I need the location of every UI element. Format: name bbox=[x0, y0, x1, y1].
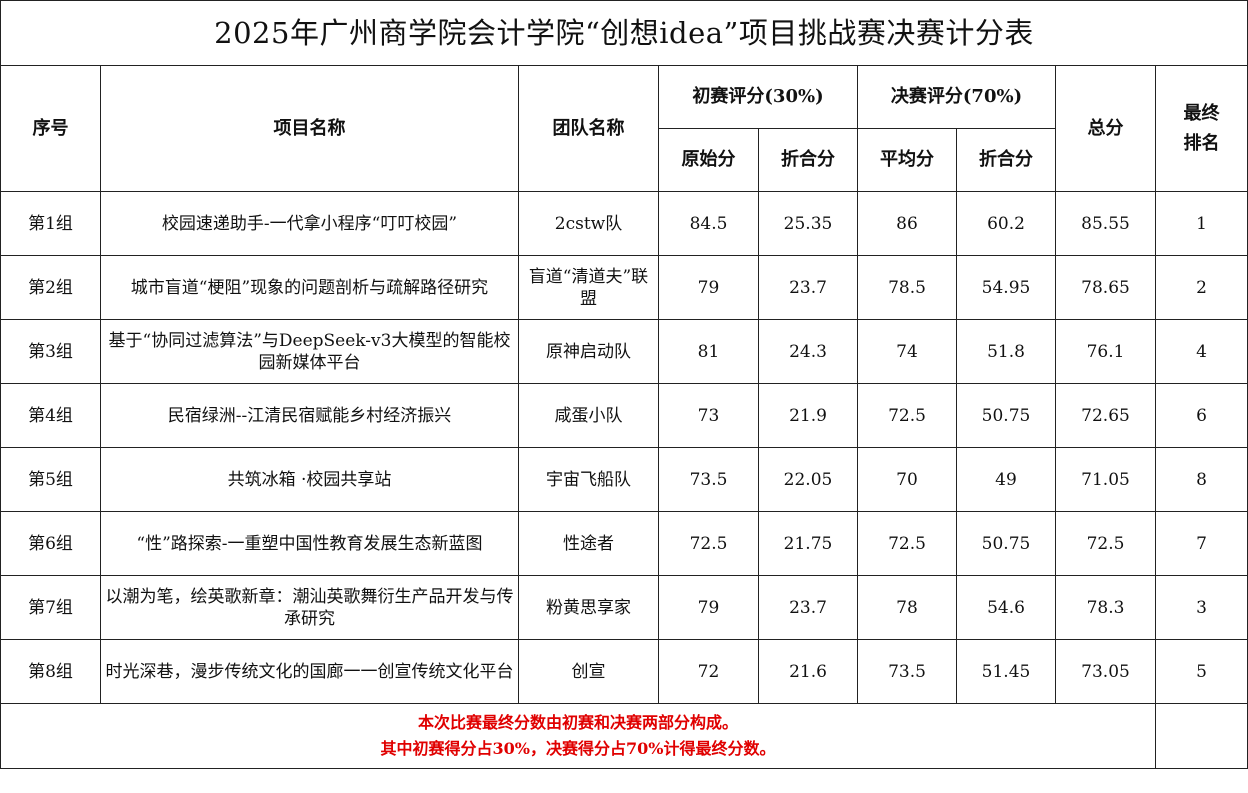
cell-prelim-raw: 84.5 bbox=[658, 191, 759, 256]
cell-final-weighted: 51.45 bbox=[956, 639, 1056, 704]
cell-final-avg: 72.5 bbox=[857, 511, 957, 576]
cell-final-avg: 78 bbox=[857, 575, 957, 640]
cell-prelim-raw: 79 bbox=[658, 575, 759, 640]
cell-prelim-raw: 73.5 bbox=[658, 447, 759, 512]
cell-rank: 5 bbox=[1154, 639, 1248, 704]
table-row: 第1组 校园速递助手-一代拿小程序“叮叮校园” 2cstw队 84.5 25.35 86 6… bbox=[0, 191, 1248, 256]
cell-total: 71.05 bbox=[1055, 447, 1156, 512]
cell-prelim-raw: 73 bbox=[658, 383, 759, 448]
header-final: 决赛评分(70%) bbox=[857, 65, 1056, 129]
table-row: 第2组 城市盲道“梗阻”现象的问题剖析与疏解路径研究 盲道“清道夫”联盟 79 23.7… bbox=[0, 255, 1248, 320]
cell-project: 民宿绿洲--江清民宿赋能乡村经济振兴 bbox=[100, 383, 519, 448]
scoring-note: 本次比赛最终分数由初赛和决赛两部分构成。 其中初赛得分占30%，决赛得分占70%… bbox=[0, 703, 1156, 769]
cell-project: 共筑冰箱 ·校园共享站 bbox=[100, 447, 519, 512]
cell-team: 粉黄思享家 bbox=[518, 575, 659, 640]
cell-group: 第4组 bbox=[0, 383, 101, 448]
cell-team: 创宣 bbox=[518, 639, 659, 704]
cell-prelim-raw: 72.5 bbox=[658, 511, 759, 576]
cell-total: 78.3 bbox=[1055, 575, 1156, 640]
table-row: 第5组 共筑冰箱 ·校园共享站 宇宙飞船队 73.5 22.05 70 49 71.05 8 bbox=[0, 447, 1248, 512]
cell-project: 城市盲道“梗阻”现象的问题剖析与疏解路径研究 bbox=[100, 255, 519, 320]
header-index: 序号 bbox=[0, 65, 101, 192]
cell-prelim-weighted: 25.35 bbox=[758, 191, 858, 256]
cell-prelim-weighted: 23.7 bbox=[758, 255, 858, 320]
cell-final-avg: 78.5 bbox=[857, 255, 957, 320]
cell-final-weighted: 50.75 bbox=[956, 511, 1056, 576]
table-row: 第7组 以潮为笔，绘英歌新章：潮汕英歌舞衍生产品开发与传承研究 粉黄思享家 79 23.… bbox=[0, 575, 1248, 640]
header-final-avg: 平均分 bbox=[857, 128, 957, 192]
cell-team: 性途者 bbox=[518, 511, 659, 576]
cell-project: 校园速递助手-一代拿小程序“叮叮校园” bbox=[100, 191, 519, 256]
cell-prelim-weighted: 21.75 bbox=[758, 511, 858, 576]
cell-rank: 2 bbox=[1154, 255, 1248, 320]
cell-team: 盲道“清道夫”联盟 bbox=[518, 255, 659, 320]
header-prelim-raw: 原始分 bbox=[658, 128, 759, 192]
cell-total: 76.1 bbox=[1055, 319, 1156, 384]
cell-total: 72.5 bbox=[1055, 511, 1156, 576]
table-title: 2025年广州商学院会计学院“创想idea”项目挑战赛决赛计分表 bbox=[0, 0, 1248, 66]
cell-project: “性”路探索-一重塑中国性教育发展生态新蓝图 bbox=[100, 511, 519, 576]
cell-prelim-weighted: 23.7 bbox=[758, 575, 858, 640]
cell-rank: 6 bbox=[1154, 383, 1248, 448]
note-line-2: 其中初赛得分占30%，决赛得分占70%计得最终分数。 bbox=[380, 739, 776, 758]
cell-group: 第1组 bbox=[0, 191, 101, 256]
cell-team: 咸蛋小队 bbox=[518, 383, 659, 448]
table-row: 第3组 基于“协同过滤算法”与DeepSeek-v3大模型的智能校园新媒体平台 原神… bbox=[0, 319, 1248, 384]
cell-final-weighted: 54.6 bbox=[956, 575, 1056, 640]
cell-group: 第8组 bbox=[0, 639, 101, 704]
cell-prelim-weighted: 22.05 bbox=[758, 447, 858, 512]
cell-rank: 8 bbox=[1154, 447, 1248, 512]
cell-prelim-raw: 72 bbox=[658, 639, 759, 704]
cell-group: 第5组 bbox=[0, 447, 101, 512]
cell-final-avg: 73.5 bbox=[857, 639, 957, 704]
cell-group: 第3组 bbox=[0, 319, 101, 384]
cell-prelim-raw: 81 bbox=[658, 319, 759, 384]
cell-team: 2cstw队 bbox=[518, 191, 659, 256]
header-prelim-weighted: 折合分 bbox=[758, 128, 858, 192]
table-row: 第8组 时光深巷，漫步传统文化的国廊一一创宣传统文化平台 创宣 72 21.6 73.5 5… bbox=[0, 639, 1248, 704]
cell-group: 第2组 bbox=[0, 255, 101, 320]
cell-group: 第7组 bbox=[0, 575, 101, 640]
cell-final-weighted: 49 bbox=[956, 447, 1056, 512]
note-line-1: 本次比赛最终分数由初赛和决赛两部分构成。 bbox=[417, 713, 738, 732]
cell-final-weighted: 51.8 bbox=[956, 319, 1056, 384]
cell-prelim-raw: 79 bbox=[658, 255, 759, 320]
cell-total: 85.55 bbox=[1055, 191, 1156, 256]
cell-group: 第6组 bbox=[0, 511, 101, 576]
empty-cell bbox=[1154, 703, 1248, 769]
cell-total: 73.05 bbox=[1055, 639, 1156, 704]
cell-rank: 1 bbox=[1154, 191, 1248, 256]
cell-project: 以潮为笔，绘英歌新章：潮汕英歌舞衍生产品开发与传承研究 bbox=[100, 575, 519, 640]
header-final-weighted: 折合分 bbox=[956, 128, 1056, 192]
table-row: 第6组 “性”路探索-一重塑中国性教育发展生态新蓝图 性途者 72.5 21.75 72.… bbox=[0, 511, 1248, 576]
header-team: 团队名称 bbox=[518, 65, 659, 192]
cell-final-weighted: 54.95 bbox=[956, 255, 1056, 320]
cell-rank: 4 bbox=[1154, 319, 1248, 384]
header-project: 项目名称 bbox=[100, 65, 519, 192]
cell-final-avg: 72.5 bbox=[857, 383, 957, 448]
cell-prelim-weighted: 21.9 bbox=[758, 383, 858, 448]
cell-rank: 3 bbox=[1154, 575, 1248, 640]
score-table: 2025年广州商学院会计学院“创想idea”项目挑战赛决赛计分表 序号 项目名称… bbox=[0, 0, 1248, 769]
header-prelim: 初赛评分(30%) bbox=[658, 65, 858, 129]
header-rank: 最终排名 bbox=[1154, 65, 1248, 192]
cell-final-weighted: 50.75 bbox=[956, 383, 1056, 448]
table-row: 第4组 民宿绿洲--江清民宿赋能乡村经济振兴 咸蛋小队 73 21.9 72.5 50.75… bbox=[0, 383, 1248, 448]
cell-project: 时光深巷，漫步传统文化的国廊一一创宣传统文化平台 bbox=[100, 639, 519, 704]
cell-team: 原神启动队 bbox=[518, 319, 659, 384]
cell-team: 宇宙飞船队 bbox=[518, 447, 659, 512]
cell-project: 基于“协同过滤算法”与DeepSeek-v3大模型的智能校园新媒体平台 bbox=[100, 319, 519, 384]
cell-total: 72.65 bbox=[1055, 383, 1156, 448]
cell-prelim-weighted: 24.3 bbox=[758, 319, 858, 384]
cell-total: 78.65 bbox=[1055, 255, 1156, 320]
cell-rank: 7 bbox=[1154, 511, 1248, 576]
cell-final-weighted: 60.2 bbox=[956, 191, 1056, 256]
header-total: 总分 bbox=[1055, 65, 1156, 192]
cell-final-avg: 86 bbox=[857, 191, 957, 256]
cell-final-avg: 74 bbox=[857, 319, 957, 384]
cell-prelim-weighted: 21.6 bbox=[758, 639, 858, 704]
cell-final-avg: 70 bbox=[857, 447, 957, 512]
